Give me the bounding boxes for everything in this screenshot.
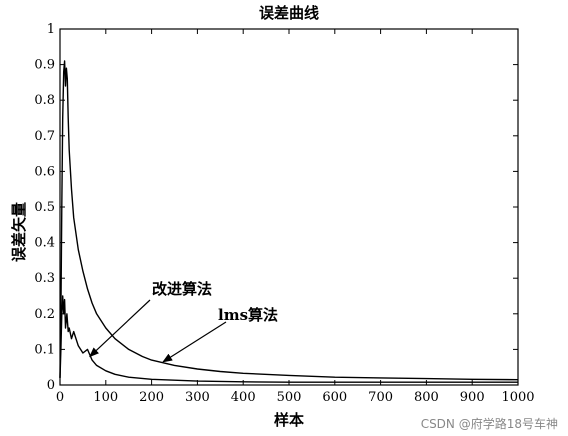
plot-frame xyxy=(59,28,519,386)
y-tick-label: 0.6 xyxy=(34,164,55,179)
y-tick-label: 0.2 xyxy=(34,307,55,322)
y-axis-label: 误差矢量 xyxy=(10,202,28,262)
y-tick-label: 0.9 xyxy=(34,58,55,73)
x-tick-label: 800 xyxy=(414,390,439,405)
x-axis-label: 样本 xyxy=(274,411,304,429)
annotation-label: 改进算法 xyxy=(152,280,212,298)
annotation-label: lms算法 xyxy=(218,306,278,324)
y-tick-label: 0.5 xyxy=(34,200,55,215)
x-tick-label: 0 xyxy=(56,390,64,405)
annotation-arrow xyxy=(89,299,151,358)
y-axis: 0 0.1 0.2 0.3 0.4 0.5 0.6 0.7 0.8 0.9 1 xyxy=(34,22,518,393)
y-tick-label: 0.3 xyxy=(34,271,55,286)
y-tick-label: 0.8 xyxy=(34,93,55,108)
y-tick-label: 0 xyxy=(47,378,55,393)
y-tick-label: 0.7 xyxy=(34,129,55,144)
chart-title: 误差曲线 xyxy=(259,4,319,22)
x-tick-label: 700 xyxy=(368,390,393,405)
series-line-lms xyxy=(59,60,519,381)
series-layer xyxy=(59,60,519,383)
x-tick-label: 200 xyxy=(139,390,164,405)
annotation-layer: 改进算法 lms算法 xyxy=(89,280,278,363)
y-tick-label: 0.1 xyxy=(34,342,55,357)
annotation-arrow xyxy=(162,321,227,363)
x-tick-label: 100 xyxy=(93,390,118,405)
x-tick-label: 500 xyxy=(277,390,302,405)
y-tick-label: 1 xyxy=(47,22,55,37)
x-tick-label: 600 xyxy=(322,390,347,405)
series-line-improved xyxy=(59,295,518,383)
x-tick-label: 400 xyxy=(231,390,256,405)
x-axis: 0 100 200 300 400 500 600 700 800 900 1000 xyxy=(56,29,535,405)
watermark: CSDN @府学路18号车神 xyxy=(421,416,558,431)
x-tick-label: 900 xyxy=(460,390,485,405)
y-tick-label: 0.4 xyxy=(34,236,55,251)
x-tick-label: 300 xyxy=(185,390,210,405)
x-tick-label: 1000 xyxy=(501,390,534,405)
